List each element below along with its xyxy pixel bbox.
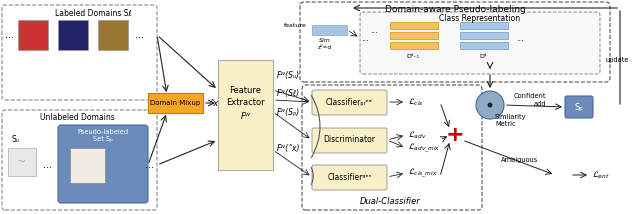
Text: $\mathcal{L}_{cls\_mix}$: $\mathcal{L}_{cls\_mix}$ [408,166,438,180]
Text: feature: feature [284,22,307,28]
Bar [18,20,48,50]
FancyBboxPatch shape [58,125,148,203]
Text: $\mathcal{L}_{cls}$: $\mathcal{L}_{cls}$ [408,96,424,108]
Text: ...: ... [44,160,52,170]
Text: Unlabeled Domains: Unlabeled Domains [40,113,115,122]
Circle shape [476,91,504,119]
Text: Fᵂ: Fᵂ [241,111,251,120]
Text: ...: ... [145,160,154,170]
Circle shape [488,103,493,107]
Text: +: + [445,125,464,145]
Text: Fᵂ(Sᵤ): Fᵂ(Sᵤ) [277,70,300,79]
Text: Sₚ: Sₚ [575,103,584,111]
Bar [312,25,347,35]
Text: $\mathcal{L}_{adv}$: $\mathcal{L}_{adv}$ [408,129,427,141]
Text: Classifierₚᵣᵉᵈ: Classifierₚᵣᵉᵈ [326,98,373,107]
FancyBboxPatch shape [312,90,387,115]
Text: ...: ... [516,34,524,43]
Bar [98,20,128,50]
Text: Labeled Domains Sℓ: Labeled Domains Sℓ [55,9,132,18]
Text: Class Representation: Class Representation [440,13,520,22]
Bar [8,148,36,176]
Bar [390,32,438,39]
Text: ...: ... [370,25,378,34]
Bar [218,60,273,170]
Bar [390,22,438,29]
Text: Pseudo-labeled: Pseudo-labeled [77,129,129,135]
Text: ...: ... [136,30,145,40]
Text: update: update [605,57,628,63]
Text: Discriminator: Discriminator [323,135,376,144]
FancyBboxPatch shape [312,128,387,153]
FancyBboxPatch shape [360,12,600,74]
Text: add: add [534,101,547,107]
Text: Feature: Feature [230,86,262,95]
Bar [460,32,508,39]
Text: Fᵂ(˜x): Fᵂ(˜x) [277,144,301,153]
FancyBboxPatch shape [565,96,593,118]
Text: Domain-aware Pseudo-labeling: Domain-aware Pseudo-labeling [385,4,525,13]
Text: Ambiguous: Ambiguous [501,157,539,163]
Text: Confident: Confident [514,93,547,99]
Text: ...: ... [361,34,369,43]
Text: Sᵤ: Sᵤ [12,135,20,144]
Text: ˜x: ˜x [210,98,220,107]
Text: Classifierᵍᵉⁿ: Classifierᵍᵉⁿ [327,172,372,181]
Text: Fᵂ(Sℓ): Fᵂ(Sℓ) [277,89,300,98]
Text: Dᵈ: Dᵈ [479,54,486,58]
Bar [70,148,105,183]
Bar [58,20,88,50]
Bar [390,42,438,49]
Text: $\mathcal{L}_{adv\_mix}$: $\mathcal{L}_{adv\_mix}$ [408,141,440,155]
FancyBboxPatch shape [312,165,387,190]
Text: Sim: Sim [319,37,331,43]
Text: Dᵈ₋₁: Dᵈ₋₁ [406,54,420,58]
Text: ...: ... [6,30,15,40]
Bar [460,42,508,49]
Text: Domain Mixup: Domain Mixup [150,100,200,106]
Text: Set Sₚ: Set Sₚ [93,136,113,142]
Text: ~: ~ [17,157,27,167]
Text: $\mathcal{L}_{ent}$: $\mathcal{L}_{ent}$ [592,169,610,181]
Text: Extractor: Extractor [226,98,265,107]
Text: Metric: Metric [495,121,516,127]
Text: Similarity: Similarity [495,114,527,120]
Text: Fᵂ(Sₚ): Fᵂ(Sₚ) [277,107,300,116]
Bar [460,22,508,29]
Bar [148,93,203,113]
Text: Dual-Classifier: Dual-Classifier [360,198,420,207]
Text: z⁰=d: z⁰=d [318,45,332,49]
